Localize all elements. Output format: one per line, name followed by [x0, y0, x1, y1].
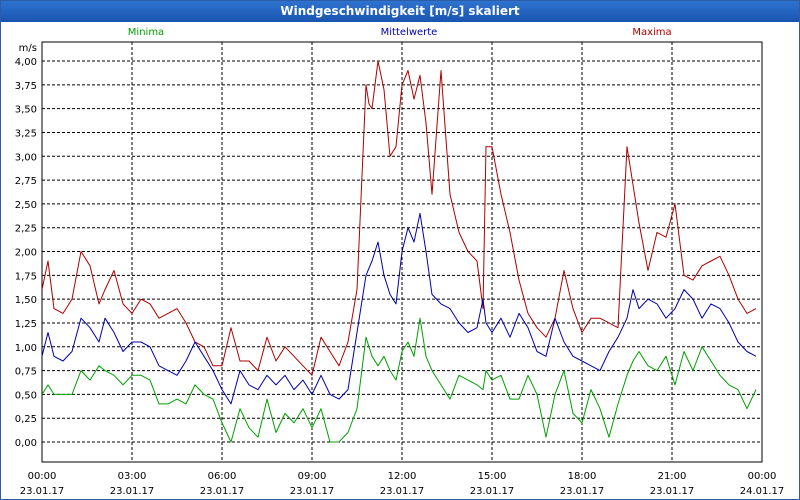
x-tick-date: 23.01.17 [110, 486, 155, 497]
x-tick-date: 23.01.17 [20, 486, 65, 497]
x-tick-time: 15:00 [478, 471, 507, 482]
legend: Minima Mittelwerte Maxima [128, 27, 672, 38]
legend-maxima: Maxima [632, 27, 671, 38]
x-tick-time: 12:00 [388, 471, 417, 482]
x-tick-date: 23.01.17 [560, 486, 605, 497]
x-tick-time: 21:00 [658, 471, 687, 482]
x-tick-time: 09:00 [298, 471, 327, 482]
y-axis: 0,00 0,25 0,50 0,75 1,00 1,25 1,50 1,75 2,00 2,25… [15, 43, 37, 449]
series-lines [41, 60, 757, 443]
y-tick-label: 2,75 [15, 176, 37, 187]
y-tick-label: 0,25 [15, 414, 37, 425]
y-axis-label: m/s [19, 43, 37, 54]
legend-minima: Minima [128, 27, 164, 38]
x-tick-time: 03:00 [118, 471, 147, 482]
x-tick-date: 23.01.17 [470, 486, 515, 497]
series-line-mittelwerte [41, 212, 757, 405]
x-tick-date: 24.01.17 [740, 486, 785, 497]
y-tick-label: 3,75 [15, 81, 37, 92]
y-tick-label: 1,25 [15, 319, 37, 330]
x-tick-time: 06:00 [208, 471, 237, 482]
x-tick-time: 00:00 [28, 471, 57, 482]
y-tick-label: 1,00 [15, 343, 37, 354]
x-tick-time: 00:00 [748, 471, 777, 482]
y-tick-label: 0,75 [15, 367, 37, 378]
y-tick-label: 2,50 [15, 200, 37, 211]
y-tick-label: 2,00 [15, 248, 37, 259]
y-tick-label: 3,00 [15, 152, 37, 163]
window-title: Windgeschwindigkeit [m/s] skaliert [1, 1, 799, 22]
y-tick-label: 4,00 [15, 57, 37, 68]
y-tick-label: 3,50 [15, 105, 37, 116]
x-tick-date: 23.01.17 [650, 486, 695, 497]
y-tick-label: 1,50 [15, 295, 37, 306]
y-tick-label: 2,25 [15, 224, 37, 235]
x-tick-time: 18:00 [568, 471, 597, 482]
x-axis: 00:00 23.01.17 03:00 23.01.17 06:00 23.01.17 0… [20, 471, 785, 497]
x-tick-date: 23.01.17 [290, 486, 335, 497]
series-line-maxima [41, 60, 757, 376]
y-tick-label: 0,50 [15, 390, 37, 401]
y-tick-label: 1,75 [15, 271, 37, 282]
series-line-minima [41, 317, 757, 443]
legend-mittelwerte: Mittelwerte [381, 27, 438, 38]
y-tick-label: 3,25 [15, 128, 37, 139]
x-tick-date: 23.01.17 [200, 486, 245, 497]
x-tick-date: 23.01.17 [380, 486, 425, 497]
y-tick-label: 0,00 [15, 438, 37, 449]
